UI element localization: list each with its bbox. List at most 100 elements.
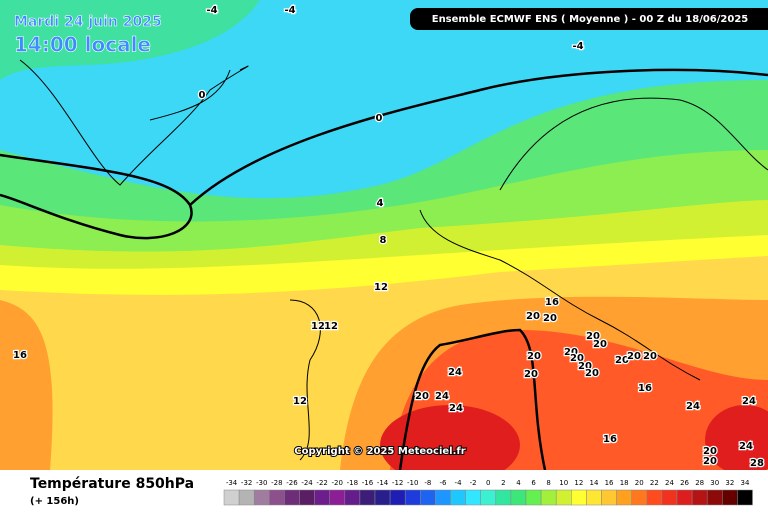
contour-label: 20	[570, 353, 584, 364]
scale-swatch	[435, 489, 451, 506]
scale-label: -8	[424, 479, 431, 487]
scale-label: 24	[665, 479, 674, 487]
contour-label: 12	[374, 282, 388, 293]
scale-label: -14	[377, 479, 389, 487]
contour-label: 0	[376, 113, 383, 124]
variable: Température 850hPa	[30, 476, 194, 492]
scale-label: -32	[241, 479, 252, 487]
scale-label: 22	[650, 479, 659, 487]
scale-label: -4	[455, 479, 463, 487]
scale-swatch	[284, 489, 300, 506]
scale-label: -30	[256, 479, 267, 487]
scale-label: -24	[301, 479, 313, 487]
contour-label: 16	[545, 297, 559, 308]
scale-label: 8	[546, 479, 550, 487]
contour-label: 20	[643, 351, 657, 362]
scale-label: 34	[740, 479, 749, 487]
coastline	[289, 97, 768, 461]
contour-label: 12	[324, 321, 338, 332]
contour-label: 8	[380, 235, 387, 246]
scale-swatch	[571, 489, 587, 506]
scale-label: 32	[725, 479, 734, 487]
scale-label: 14	[589, 479, 598, 487]
scale-label: 26	[680, 479, 689, 487]
contour-label: 20	[627, 351, 641, 362]
scale-label: -10	[407, 479, 418, 487]
isotherm	[398, 328, 547, 471]
isotherm	[0, 153, 193, 240]
contour-label: 20	[585, 368, 599, 379]
scale-swatch	[374, 489, 391, 506]
contour-label: 16	[603, 434, 617, 445]
contour-label: 20	[703, 446, 717, 457]
scale-swatch	[691, 489, 708, 506]
scale-swatch	[420, 489, 436, 506]
contour-label: 28	[750, 458, 764, 469]
scale-swatch	[540, 489, 557, 506]
run-info: Ensemble ECMWF ENS ( Moyenne ) - 00 Z du…	[432, 14, 749, 25]
scale-label: -6	[439, 479, 447, 487]
scale-label: 20	[635, 479, 644, 487]
scale-label: 12	[574, 479, 583, 487]
scale-swatch	[238, 489, 255, 506]
contour-label: 16	[13, 350, 27, 361]
hot-spot	[705, 405, 768, 475]
contour-label: 20	[593, 339, 607, 350]
scale-swatch	[510, 489, 527, 506]
scale-swatch	[344, 489, 361, 506]
contour-label: 20	[526, 311, 540, 322]
scale-swatch	[465, 489, 481, 506]
contour-label: -4	[206, 5, 217, 16]
scale-swatch	[314, 489, 330, 506]
scale-label: -28	[271, 479, 282, 487]
scale-swatch	[737, 489, 753, 506]
scale-label: 16	[605, 479, 614, 487]
scale-label: -18	[347, 479, 358, 487]
scale-swatch	[253, 489, 270, 506]
scale-swatch	[616, 489, 632, 506]
scale-swatch	[646, 489, 663, 506]
lead-time: (+ 156h)	[30, 496, 79, 507]
contour-label: 24	[742, 396, 756, 407]
contour-label: 24	[686, 401, 700, 412]
scale-swatch	[404, 489, 421, 506]
scale-label: -16	[362, 479, 374, 487]
copyright: Copyright © 2025 Meteociel.fr	[294, 446, 465, 457]
scale-label: 28	[695, 479, 704, 487]
scale-swatch	[480, 489, 497, 506]
contour-label: 20	[586, 331, 600, 342]
contour-label: 16	[638, 383, 652, 394]
contour-label: 20	[527, 351, 541, 362]
date: Mardi 24 juin 2025	[14, 14, 162, 30]
local-time: 14:00 locale	[14, 33, 151, 57]
scale-label: -2	[470, 479, 477, 487]
contour-label: 20	[564, 347, 578, 358]
scale-label: -34	[226, 479, 238, 487]
contour-label: 24	[435, 391, 449, 402]
scale-swatch	[299, 489, 315, 506]
contour-label: 20	[615, 355, 629, 366]
scale-swatch	[601, 489, 617, 506]
contour-label: 20	[524, 369, 538, 380]
scale-swatch	[631, 489, 648, 506]
color-scale: -34 -32 -30 -28 -26 -24 -22 -20 -18 -16 -14 -12 -10-…	[223, 479, 753, 506]
isotherm	[189, 68, 768, 206]
contour-label: -4	[572, 41, 583, 52]
scale-swatch	[450, 489, 466, 506]
contour-label: 4	[377, 198, 384, 209]
scale-label: -26	[286, 479, 298, 487]
scale-label: -22	[316, 479, 327, 487]
scale-swatch	[223, 489, 240, 506]
scale-swatch	[525, 489, 542, 506]
contour-label: 20	[543, 313, 557, 324]
scale-label: 0	[486, 479, 490, 487]
scale-swatch	[359, 489, 376, 506]
band	[0, 0, 260, 80]
hot-spot	[380, 405, 520, 485]
scale-label: 4	[516, 479, 521, 487]
scale-label: 18	[620, 479, 629, 487]
contour-label: 20	[703, 456, 717, 467]
scale-label: -12	[392, 479, 403, 487]
